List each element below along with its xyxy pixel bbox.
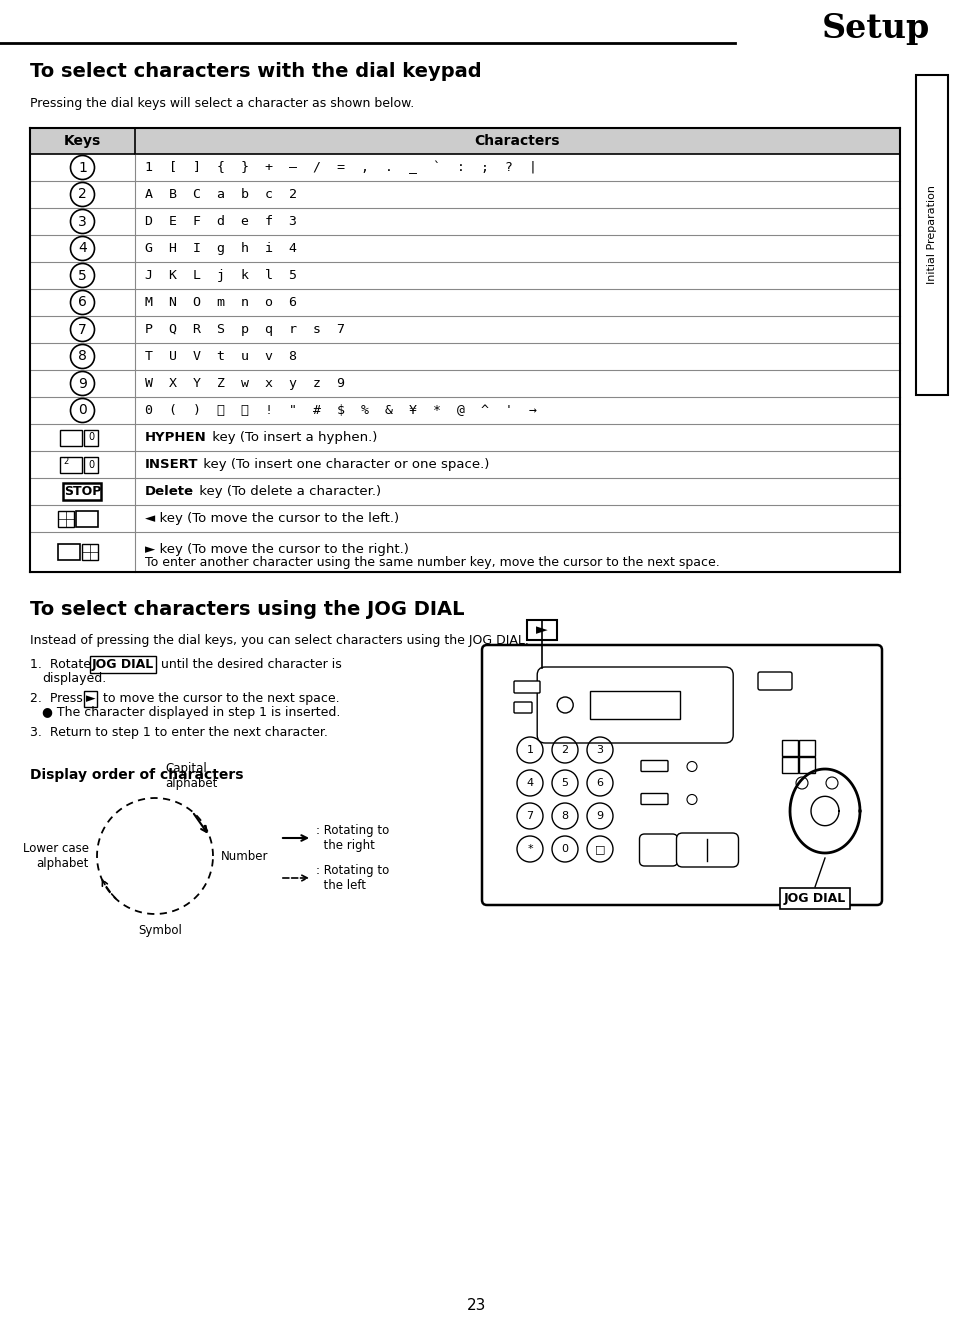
Text: *: * — [527, 844, 533, 855]
FancyBboxPatch shape — [640, 794, 667, 804]
Text: 0: 0 — [89, 433, 94, 442]
Text: 2: 2 — [561, 745, 568, 755]
Bar — [781, 757, 797, 773]
Bar — [58, 511, 74, 527]
Text: To select characters using the JOG DIAL: To select characters using the JOG DIAL — [30, 601, 464, 619]
Text: 23: 23 — [467, 1298, 486, 1312]
Text: 1.  Rotate: 1. Rotate — [30, 658, 95, 671]
Text: Number: Number — [221, 849, 268, 863]
Bar — [799, 740, 814, 755]
Text: □: □ — [594, 844, 604, 855]
Text: key (To insert a hyphen.): key (To insert a hyphen.) — [208, 431, 376, 445]
Text: Instead of pressing the dial keys, you can select characters using the JOG DIAL.: Instead of pressing the dial keys, you c… — [30, 634, 528, 647]
Text: : Rotating to
  the left: : Rotating to the left — [315, 864, 389, 892]
Bar — [915, 75, 947, 396]
Text: ► key (To move the cursor to the right.): ► key (To move the cursor to the right.) — [145, 542, 409, 556]
Text: ◄ key (To move the cursor to the left.): ◄ key (To move the cursor to the left.) — [145, 512, 398, 525]
Text: ►: ► — [86, 692, 95, 705]
Text: key (To insert one character or one space.): key (To insert one character or one spac… — [199, 458, 489, 471]
Text: J  K  L  j  k  l  5: J K L j k l 5 — [145, 269, 296, 282]
Text: Setup: Setup — [821, 12, 929, 45]
Bar — [85, 430, 98, 446]
FancyBboxPatch shape — [481, 646, 882, 905]
Text: ►: ► — [536, 623, 547, 638]
Text: 0: 0 — [78, 404, 87, 418]
Text: 8: 8 — [78, 349, 87, 364]
Text: Lower case
alphabet: Lower case alphabet — [23, 841, 89, 871]
FancyBboxPatch shape — [514, 703, 532, 713]
Text: To select characters with the dial keypad: To select characters with the dial keypa… — [30, 62, 481, 81]
Bar — [30, 128, 899, 153]
Text: Pressing the dial keys will select a character as shown below.: Pressing the dial keys will select a cha… — [30, 97, 414, 110]
Text: 1  [  ]  {  }  +  –  /  =  ,  .  _  `  :  ;  ?  |: 1 [ ] { } + – / = , . _ ` : ; ? | — [145, 161, 537, 175]
Text: to move the cursor to the next space.: to move the cursor to the next space. — [98, 692, 339, 705]
Text: D  E  F  d  e  f  3: D E F d e f 3 — [145, 216, 296, 228]
Text: Delete: Delete — [145, 486, 193, 497]
Text: 5: 5 — [561, 778, 568, 789]
Bar — [76, 511, 98, 527]
FancyBboxPatch shape — [640, 761, 667, 771]
Text: Initial Preparation: Initial Preparation — [926, 185, 936, 284]
FancyBboxPatch shape — [514, 681, 539, 693]
Text: 4: 4 — [78, 242, 87, 255]
Text: 7: 7 — [78, 323, 87, 336]
Bar — [58, 544, 80, 560]
Text: 2: 2 — [78, 188, 87, 201]
Text: P  Q  R  S  p  q  r  s  7: P Q R S p q r s 7 — [145, 323, 345, 336]
Text: Keys: Keys — [64, 134, 101, 148]
Text: until the desired character is: until the desired character is — [157, 658, 341, 671]
Bar — [64, 483, 101, 500]
Text: 3: 3 — [596, 745, 603, 755]
Text: 6: 6 — [596, 778, 603, 789]
Text: 7: 7 — [526, 811, 533, 822]
Text: INSERT: INSERT — [145, 458, 198, 471]
Text: 8: 8 — [561, 811, 568, 822]
Bar — [590, 691, 679, 718]
Text: key (To delete a character.): key (To delete a character.) — [194, 486, 381, 497]
Text: 1: 1 — [526, 745, 533, 755]
Text: 0: 0 — [89, 459, 94, 470]
FancyBboxPatch shape — [676, 833, 738, 867]
Bar — [526, 620, 557, 640]
FancyBboxPatch shape — [639, 833, 677, 867]
Text: G  H  I  g  h  i  4: G H I g h i 4 — [145, 242, 296, 255]
Text: 2: 2 — [64, 458, 69, 467]
Text: displayed.: displayed. — [42, 672, 106, 685]
Text: To enter another character using the same number key, move the cursor to the nex: To enter another character using the sam… — [145, 556, 719, 569]
Bar — [60, 456, 82, 472]
Bar — [60, 430, 82, 446]
Text: JOG DIAL: JOG DIAL — [91, 658, 154, 671]
Bar — [799, 757, 814, 773]
Text: STOP: STOP — [64, 486, 101, 497]
Text: 9: 9 — [596, 811, 603, 822]
Text: 3: 3 — [78, 214, 87, 229]
Text: M  N  O  m  n  o  6: M N O m n o 6 — [145, 296, 296, 310]
Text: ● The character displayed in step 1 is inserted.: ● The character displayed in step 1 is i… — [42, 706, 340, 718]
Text: 0  (  )  〈  〉  !  "  #  $  %  &  ¥  *  @  ^  '  →: 0 ( ) 〈 〉 ! " # $ % & ¥ * @ ^ ' → — [145, 404, 537, 417]
Text: 2.  Press: 2. Press — [30, 692, 87, 705]
Text: A  B  C  a  b  c  2: A B C a b c 2 — [145, 188, 296, 201]
Bar — [85, 456, 98, 472]
Text: Symbol: Symbol — [138, 923, 182, 937]
Text: 6: 6 — [78, 295, 87, 310]
Text: 5: 5 — [78, 269, 87, 283]
Text: HYPHEN: HYPHEN — [145, 431, 207, 445]
Text: Capital
alphabet: Capital alphabet — [165, 762, 217, 790]
Text: JOG DIAL: JOG DIAL — [783, 892, 845, 905]
Text: W  X  Y  Z  w  x  y  z  9: W X Y Z w x y z 9 — [145, 377, 345, 390]
Text: T  U  V  t  u  v  8: T U V t u v 8 — [145, 351, 296, 363]
Text: Display order of characters: Display order of characters — [30, 767, 243, 782]
Bar — [82, 544, 98, 560]
Text: 4: 4 — [526, 778, 533, 789]
Text: 1: 1 — [78, 160, 87, 175]
Text: Characters: Characters — [475, 134, 559, 148]
Bar — [781, 740, 797, 755]
Text: 9: 9 — [78, 377, 87, 390]
FancyBboxPatch shape — [537, 667, 733, 744]
Text: 3.  Return to step 1 to enter the next character.: 3. Return to step 1 to enter the next ch… — [30, 726, 328, 740]
Text: 0: 0 — [561, 844, 568, 855]
Text: : Rotating to
  the right: : Rotating to the right — [315, 824, 389, 852]
FancyBboxPatch shape — [758, 672, 791, 691]
